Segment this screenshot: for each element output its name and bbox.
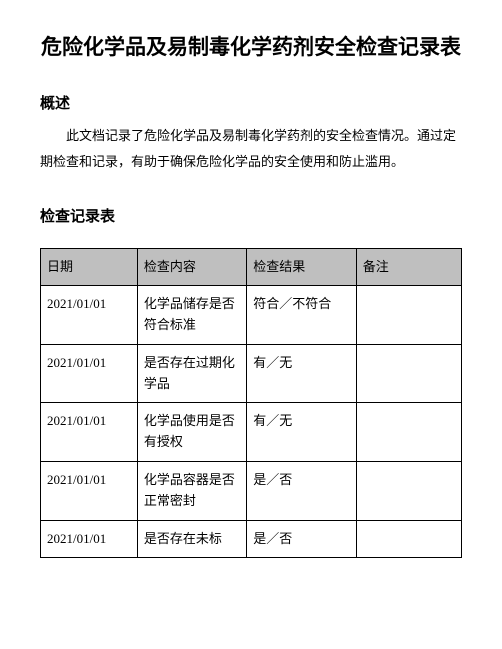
cell-content: 化学品使用是否有授权 xyxy=(137,403,246,462)
cell-result: 有／无 xyxy=(247,344,356,403)
col-header-date: 日期 xyxy=(41,248,138,286)
table-row: 2021/01/01 是否存在未标 是／否 xyxy=(41,520,462,558)
table-row: 2021/01/01 化学品使用是否有授权 有／无 xyxy=(41,403,462,462)
cell-result: 符合／不符合 xyxy=(247,286,356,345)
cell-date: 2021/01/01 xyxy=(41,286,138,345)
col-header-note: 备注 xyxy=(356,248,461,286)
cell-content: 化学品容器是否正常密封 xyxy=(137,462,246,521)
table-row: 2021/01/01 化学品容器是否正常密封 是／否 xyxy=(41,462,462,521)
cell-content: 是否存在未标 xyxy=(137,520,246,558)
cell-date: 2021/01/01 xyxy=(41,462,138,521)
cell-date: 2021/01/01 xyxy=(41,520,138,558)
cell-note xyxy=(356,344,461,403)
table-row: 2021/01/01 是否存在过期化学品 有／无 xyxy=(41,344,462,403)
cell-date: 2021/01/01 xyxy=(41,403,138,462)
document-title: 危险化学品及易制毒化学药剂安全检查记录表 xyxy=(40,32,462,64)
cell-result: 是／否 xyxy=(247,520,356,558)
cell-note xyxy=(356,286,461,345)
table-header-row: 日期 检查内容 检查结果 备注 xyxy=(41,248,462,286)
records-heading: 检查记录表 xyxy=(40,205,462,226)
cell-result: 有／无 xyxy=(247,403,356,462)
cell-note xyxy=(356,520,461,558)
cell-content: 是否存在过期化学品 xyxy=(137,344,246,403)
inspection-table: 日期 检查内容 检查结果 备注 2021/01/01 化学品储存是否符合标准 符… xyxy=(40,248,462,559)
col-header-content: 检查内容 xyxy=(137,248,246,286)
table-row: 2021/01/01 化学品储存是否符合标准 符合／不符合 xyxy=(41,286,462,345)
overview-heading: 概述 xyxy=(40,92,462,113)
overview-text: 此文档记录了危险化学品及易制毒化学药剂的安全检查情况。通过定期检查和记录，有助于… xyxy=(40,123,462,175)
cell-content: 化学品储存是否符合标准 xyxy=(137,286,246,345)
col-header-result: 检查结果 xyxy=(247,248,356,286)
cell-result: 是／否 xyxy=(247,462,356,521)
cell-date: 2021/01/01 xyxy=(41,344,138,403)
cell-note xyxy=(356,403,461,462)
cell-note xyxy=(356,462,461,521)
